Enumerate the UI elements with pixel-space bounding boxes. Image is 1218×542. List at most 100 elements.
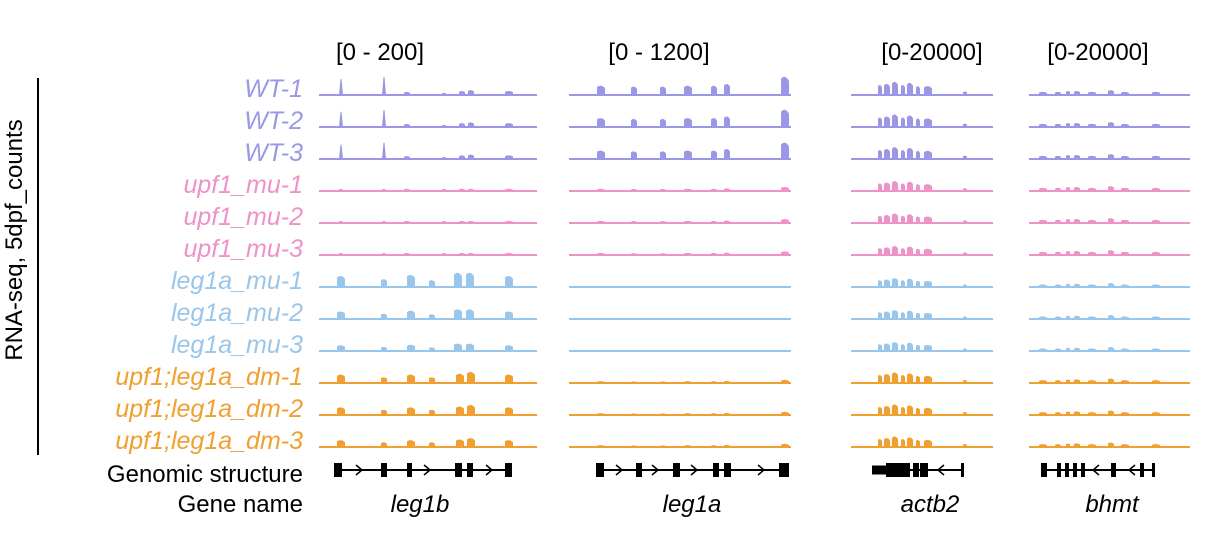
coverage-peak: [907, 214, 913, 223]
coverage-peak: [381, 313, 387, 319]
sample-label: upf1_mu-3: [183, 235, 303, 263]
coverage-peak: [597, 150, 605, 159]
strand-arrow: [485, 464, 494, 476]
coverage-peak: [1039, 155, 1047, 159]
coverage-peak: [781, 142, 789, 159]
y-axis-label: RNA-seq, 5dpf_counts: [1, 119, 28, 360]
coverage-peak: [1039, 380, 1047, 383]
strand-arrow: [355, 464, 364, 476]
coverage-peak: [468, 154, 474, 159]
sample-label: upf1_mu-2: [183, 203, 303, 231]
coverage-peak: [404, 252, 410, 255]
coverage-peak: [339, 188, 343, 191]
coverage-peak: [884, 343, 890, 351]
sample-label: upf1;leg1a_dm-2: [115, 395, 303, 423]
coverage-peak: [1088, 284, 1096, 287]
coverage-peak: [404, 188, 410, 191]
coverage-peak: [884, 116, 890, 127]
coverage-peak: [381, 377, 387, 383]
coverage-peak: [1074, 443, 1080, 447]
coverage-peak: [467, 371, 475, 383]
coverage-peak: [442, 220, 446, 223]
coverage-peak: [907, 246, 913, 255]
coverage-peak: [505, 90, 513, 95]
coverage-peak: [1152, 219, 1160, 223]
coverage-peak: [907, 148, 913, 159]
coverage-peak: [1055, 348, 1061, 351]
coverage-peak: [711, 445, 717, 447]
coverage-peak: [916, 150, 920, 159]
coverage-peak: [1074, 283, 1080, 287]
coverage-peak: [337, 275, 345, 287]
coverage-peak: [505, 374, 513, 383]
coverage-peak: [878, 280, 882, 287]
coverage-peak: [1055, 187, 1061, 191]
coverage-peak: [631, 221, 637, 223]
coverage-peak: [1088, 155, 1096, 159]
range-label-leg1b: [0 - 200]: [336, 39, 424, 66]
coverage-peak: [1121, 123, 1129, 127]
coverage-peak: [684, 188, 692, 191]
sample-label: leg1a_mu-3: [171, 331, 303, 359]
coverage-peak: [660, 118, 666, 127]
coverage-peak: [631, 413, 637, 415]
coverage-peak: [1108, 442, 1114, 447]
coverage-peak: [456, 373, 464, 383]
exon-block: [1057, 463, 1061, 477]
coverage-peak: [884, 406, 890, 415]
coverage-peak: [381, 279, 387, 287]
coverage-peak: [1152, 380, 1160, 383]
track-row: [319, 181, 1190, 192]
coverage-peak: [454, 309, 462, 319]
coverage-peak: [1088, 251, 1096, 255]
coverage-peak: [1108, 218, 1114, 223]
gene-structures: [334, 463, 1155, 477]
coverage-peak: [916, 439, 920, 447]
coverage-peak: [337, 374, 345, 383]
coverage-peak: [660, 188, 666, 191]
sample-label: leg1a_mu-1: [171, 267, 303, 295]
coverage-peak: [1066, 379, 1070, 383]
coverage-peak: [781, 219, 789, 223]
coverage-peak: [924, 344, 932, 351]
coverage-peak: [505, 155, 513, 159]
coverage-peak: [597, 445, 605, 447]
coverage-peak: [631, 86, 637, 95]
coverage-peak: [459, 188, 465, 191]
coverage-peak: [1074, 218, 1080, 223]
coverage-peak: [892, 114, 898, 127]
coverage-peak: [505, 311, 513, 319]
coverage-peak: [1108, 378, 1114, 383]
range-label-bhmt: [0-20000]: [1047, 39, 1148, 66]
track-row: [319, 76, 1190, 96]
exon-block: [1065, 463, 1069, 477]
track-row: [319, 142, 1190, 160]
coverage-peak: [597, 188, 605, 191]
coverage-peak: [924, 86, 932, 95]
coverage-peak: [1039, 123, 1047, 127]
coverage-peak: [901, 312, 905, 319]
coverage-peak: [1088, 444, 1096, 447]
coverage-peak: [901, 85, 905, 95]
exon-block: [636, 463, 642, 477]
coverage-peak: [684, 85, 692, 95]
coverage-peak: [901, 280, 905, 287]
coverage-peak: [878, 312, 882, 319]
coverage-peak: [781, 76, 789, 95]
coverage-peak: [505, 407, 513, 415]
coverage-peak: [892, 278, 898, 287]
coverage-peak: [724, 188, 730, 191]
coverage-peak: [1066, 154, 1070, 159]
exon-block: [724, 463, 731, 477]
coverage-peak: [907, 373, 913, 383]
coverage-peak: [878, 215, 882, 223]
coverage-peak: [892, 436, 898, 447]
coverage-peak: [878, 406, 882, 415]
coverage-peak: [660, 86, 666, 95]
coverage-peak: [878, 149, 882, 159]
track-row: [319, 213, 1190, 224]
coverage-peak: [963, 188, 967, 191]
coverage-peak: [1121, 219, 1129, 223]
coverage-peak: [339, 79, 343, 95]
coverage-peak: [429, 442, 435, 447]
